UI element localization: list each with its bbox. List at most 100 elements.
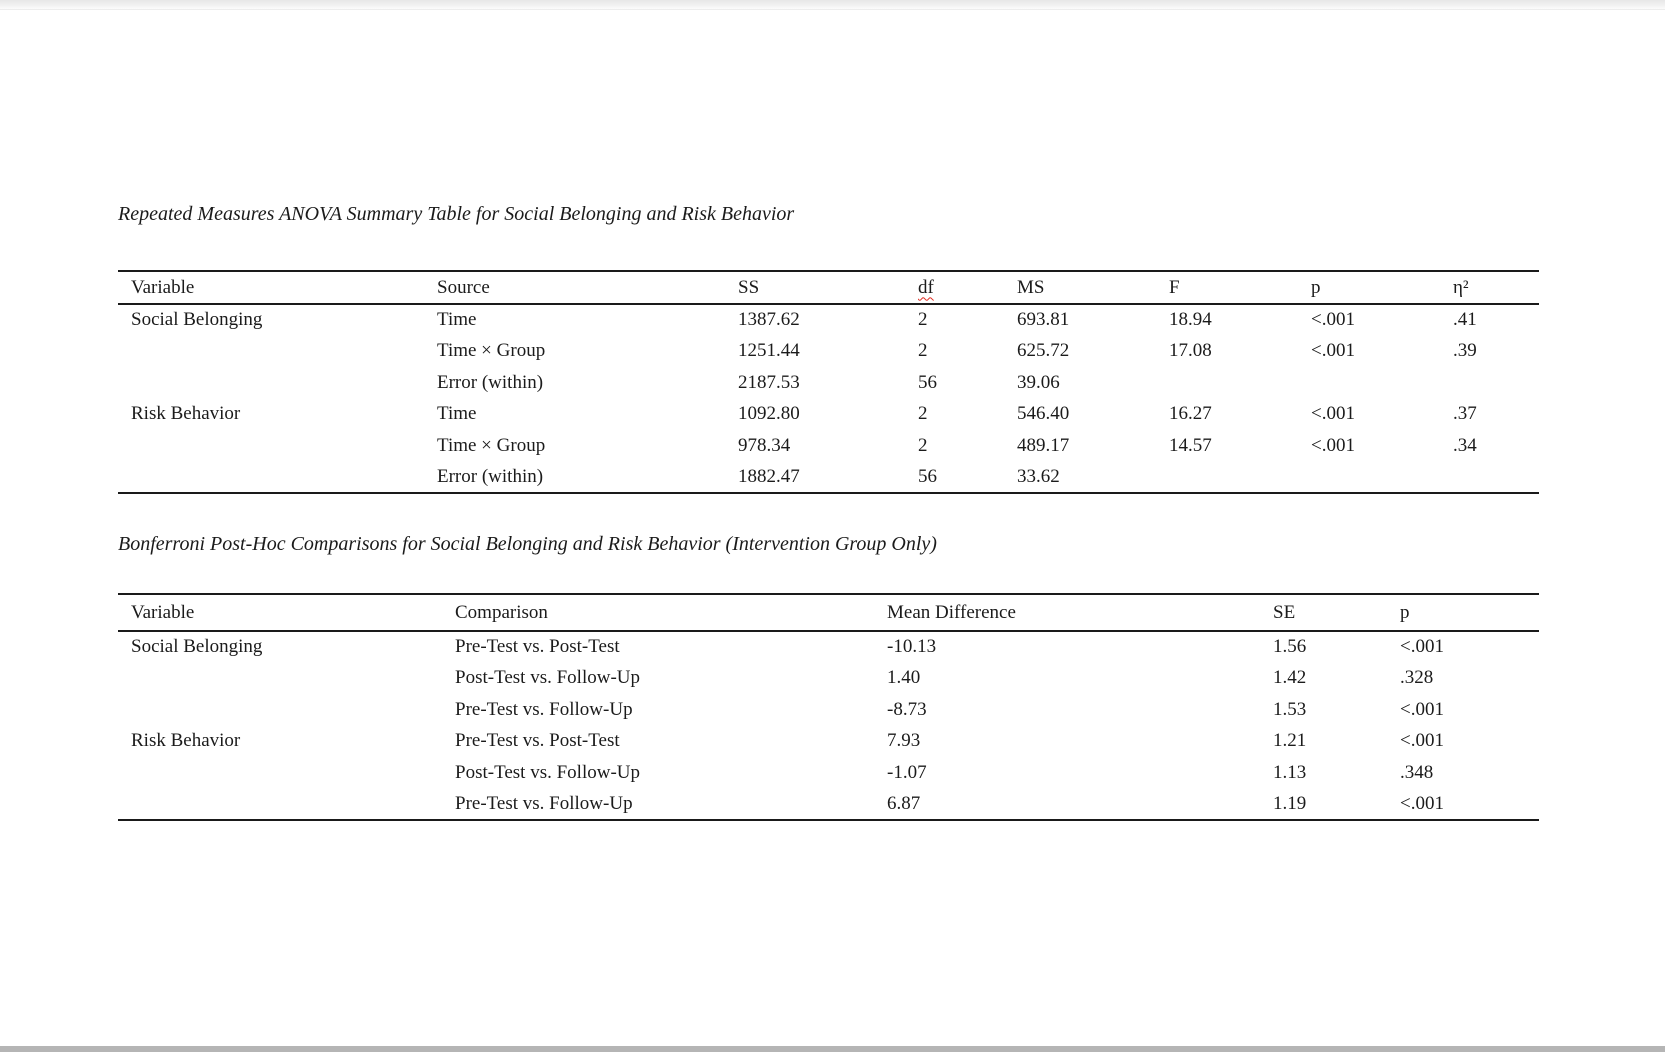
cell-p: .348	[1400, 761, 1434, 783]
cell-df: 2	[918, 403, 928, 425]
cell-se: 1.53	[1273, 698, 1307, 720]
cell-f: 18.94	[1169, 309, 1212, 331]
posthoc-col-comparison: Comparison	[455, 601, 548, 623]
table-row: Error (within) 1882.47 56 33.62	[118, 462, 1539, 494]
table-row: Pre-Test vs. Follow-Up -8.73 1.53 <.001	[118, 694, 1539, 726]
cell-p	[1311, 367, 1453, 399]
posthoc-table-title: Bonferroni Post-Hoc Comparisons for Soci…	[118, 533, 937, 555]
cell-source: Time	[437, 403, 477, 425]
cell-ms: 693.81	[1017, 309, 1070, 331]
cell-ms: 33.62	[1017, 465, 1060, 487]
cell-mean-difference: 1.40	[887, 667, 921, 689]
spellcheck-underline: df	[918, 276, 934, 298]
cell-comparison: Pre-Test vs. Follow-Up	[455, 698, 633, 720]
cell-ms: 489.17	[1017, 434, 1070, 456]
cell-f: 17.08	[1169, 340, 1212, 362]
posthoc-col-variable: Variable	[131, 601, 195, 623]
cell-mean-difference: -10.13	[887, 636, 937, 658]
cell-se: 1.21	[1273, 730, 1307, 752]
cell-source: Error (within)	[437, 465, 544, 487]
cell-se: 1.19	[1273, 792, 1307, 814]
cell-ms: 39.06	[1017, 371, 1060, 393]
cell-eta-squared: .37	[1453, 403, 1477, 425]
cell-eta-squared	[1453, 367, 1539, 399]
cell-ss: 1882.47	[738, 465, 800, 487]
cell-variable	[118, 789, 455, 821]
cell-f: 16.27	[1169, 403, 1212, 425]
cell-variable	[118, 757, 455, 789]
anova-col-variable: Variable	[131, 276, 195, 298]
posthoc-table: Variable Comparison Mean Difference SE p…	[118, 593, 1539, 821]
anova-col-eta-squared: η²	[1453, 276, 1469, 298]
anova-header-row: Variable Source SS df MS F p η²	[118, 271, 1539, 304]
cell-p: <.001	[1311, 403, 1355, 425]
cell-f	[1169, 462, 1311, 494]
table-row: Social Belonging Time 1387.62 2 693.81 1…	[118, 304, 1539, 336]
cell-se: 1.13	[1273, 761, 1307, 783]
cell-se: 1.56	[1273, 636, 1307, 658]
cell-comparison: Pre-Test vs. Follow-Up	[455, 792, 633, 814]
posthoc-header-row: Variable Comparison Mean Difference SE p	[118, 594, 1539, 631]
anova-col-source: Source	[437, 276, 490, 298]
cell-source: Error (within)	[437, 371, 544, 393]
cell-df: 56	[918, 371, 937, 393]
cell-p: <.001	[1400, 730, 1444, 752]
cell-eta-squared: .34	[1453, 434, 1477, 456]
cell-variable	[118, 430, 437, 462]
cell-df: 56	[918, 465, 937, 487]
cell-ss: 1387.62	[738, 309, 800, 331]
cell-variable	[118, 663, 455, 695]
cell-source: Time	[437, 309, 477, 331]
table-row: Pre-Test vs. Follow-Up 6.87 1.19 <.001	[118, 789, 1539, 821]
cell-df: 2	[918, 340, 928, 362]
cell-comparison: Post-Test vs. Follow-Up	[455, 667, 640, 689]
anova-col-df: df	[918, 271, 1017, 304]
table-row: Social Belonging Pre-Test vs. Post-Test …	[118, 631, 1539, 663]
cell-ss: 2187.53	[738, 371, 800, 393]
table-row: Post-Test vs. Follow-Up 1.40 1.42 .328	[118, 663, 1539, 695]
table-row: Risk Behavior Time 1092.80 2 546.40 16.2…	[118, 399, 1539, 431]
cell-comparison: Pre-Test vs. Post-Test	[455, 730, 620, 752]
cell-variable: Social Belonging	[131, 636, 263, 658]
cell-f: 14.57	[1169, 434, 1212, 456]
cell-se: 1.42	[1273, 667, 1307, 689]
cell-variable	[118, 462, 437, 494]
cell-ss: 978.34	[738, 434, 791, 456]
cell-eta-squared	[1453, 462, 1539, 494]
anova-col-ss: SS	[738, 276, 760, 298]
cell-p: <.001	[1400, 698, 1444, 720]
table-row: Post-Test vs. Follow-Up -1.07 1.13 .348	[118, 757, 1539, 789]
cell-variable	[118, 336, 437, 368]
cell-df: 2	[918, 309, 928, 331]
table-row: Time × Group 1251.44 2 625.72 17.08 <.00…	[118, 336, 1539, 368]
cell-ss: 1251.44	[738, 340, 800, 362]
cell-eta-squared: .41	[1453, 309, 1477, 331]
cell-eta-squared: .39	[1453, 340, 1477, 362]
posthoc-col-p: p	[1400, 601, 1410, 623]
cell-ss: 1092.80	[738, 403, 800, 425]
anova-table-title: Repeated Measures ANOVA Summary Table fo…	[118, 203, 795, 225]
cell-p: <.001	[1311, 434, 1355, 456]
window-bottom-edge	[0, 1046, 1665, 1052]
cell-p: .328	[1400, 667, 1434, 689]
cell-mean-difference: 7.93	[887, 730, 921, 752]
cell-ms: 625.72	[1017, 340, 1070, 362]
cell-df: 2	[918, 434, 928, 456]
anova-table: Variable Source SS df MS F p η² Social B…	[118, 270, 1539, 494]
cell-p: <.001	[1400, 792, 1444, 814]
cell-mean-difference: 6.87	[887, 792, 921, 814]
posthoc-col-se: SE	[1273, 601, 1296, 623]
cell-variable: Risk Behavior	[131, 403, 241, 425]
cell-mean-difference: -1.07	[887, 761, 927, 783]
cell-comparison: Post-Test vs. Follow-Up	[455, 761, 640, 783]
cell-variable	[118, 694, 455, 726]
cell-variable	[118, 367, 437, 399]
cell-variable: Risk Behavior	[131, 730, 241, 752]
cell-ms: 546.40	[1017, 403, 1070, 425]
table-row: Risk Behavior Pre-Test vs. Post-Test 7.9…	[118, 726, 1539, 758]
window-top-edge	[0, 0, 1665, 10]
cell-p: <.001	[1311, 340, 1355, 362]
cell-source: Time × Group	[437, 434, 546, 456]
cell-p: <.001	[1311, 309, 1355, 331]
anova-col-ms: MS	[1017, 276, 1045, 298]
